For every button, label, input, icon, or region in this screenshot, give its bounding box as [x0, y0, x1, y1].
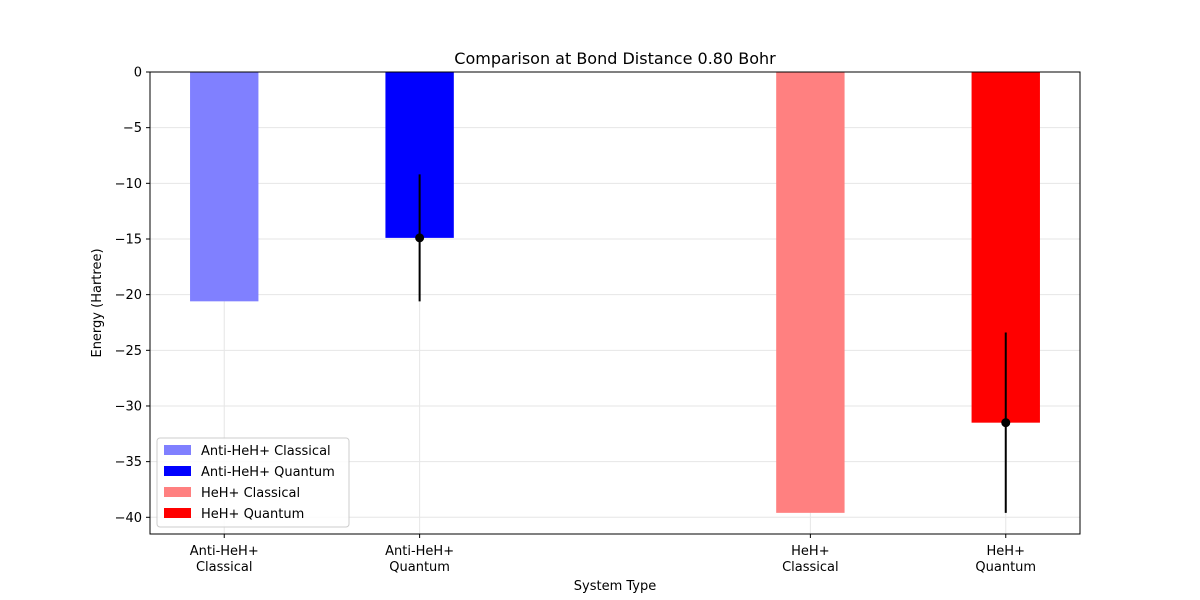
bar [776, 72, 845, 513]
plot-frame [149, 71, 1081, 535]
error-point [415, 233, 425, 243]
y-tick-label: −25 [115, 344, 142, 359]
x-axis-label: System Type [574, 579, 656, 594]
legend-box [156, 437, 350, 528]
legend-swatch [164, 445, 191, 455]
y-tick-label: −20 [115, 288, 142, 303]
legend: Anti-HeH+ Classical Anti-HeH+ Quantum HeH+… [156, 437, 350, 528]
y-tick-label: −10 [115, 177, 142, 192]
legend-swatch [164, 466, 191, 476]
legend-swatch [164, 508, 191, 518]
y-tick-label: −5 [123, 121, 142, 136]
x-tick-label-line1: HeH+ [791, 544, 829, 559]
legend-label: HeH+ Quantum [201, 507, 304, 522]
y-tick-label: −30 [115, 399, 142, 414]
x-tick-label-line1: Anti-HeH+ [385, 544, 454, 559]
bar-layer [190, 72, 1040, 513]
x-tick-label-line2: Classical [782, 560, 839, 575]
error-layer [415, 174, 1011, 513]
x-tick-label-line2: Quantum [975, 560, 1036, 575]
x-tick-label-line1: HeH+ [987, 544, 1025, 559]
x-tick-label-line2: Quantum [389, 560, 450, 575]
y-tick-label: 0 [134, 66, 142, 81]
x-tick-label-line1: Anti-HeH+ [190, 544, 259, 559]
x-axis-ticks: Anti-HeH+ClassicalAnti-HeH+QuantumHeH+Cl… [190, 534, 1036, 575]
y-tick-label: −40 [115, 511, 142, 526]
bar [190, 72, 259, 302]
chart-title: Comparison at Bond Distance 0.80 Bohr [454, 49, 776, 68]
legend-swatch [164, 487, 191, 497]
y-tick-label: −35 [115, 455, 142, 470]
y-tick-label: −15 [115, 232, 142, 247]
y-axis-label: Energy (Hartree) [90, 248, 105, 357]
y-axis-ticks: 0 −5 −10 −15 −20 −25 −30 −35 −40 [115, 66, 150, 526]
legend-label: Anti-HeH+ Quantum [201, 465, 335, 480]
legend-label: HeH+ Classical [201, 486, 300, 501]
legend-label: Anti-HeH+ Classical [201, 444, 331, 459]
error-point [1001, 418, 1011, 428]
x-tick-label-line2: Classical [196, 560, 253, 575]
